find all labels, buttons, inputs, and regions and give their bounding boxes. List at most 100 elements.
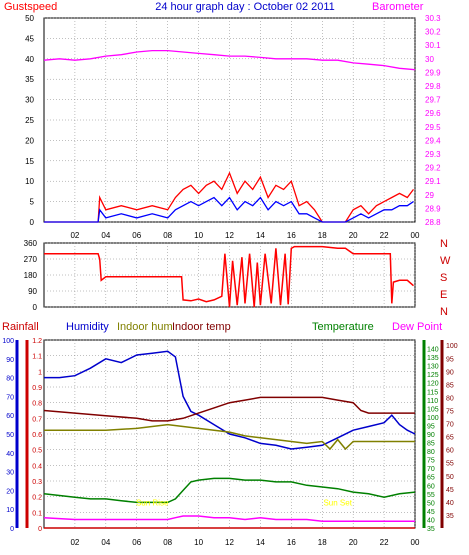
gust-tick-label: 30 (25, 96, 34, 105)
indoor-temp-tick-label: 40 (446, 500, 454, 507)
rain-tick-label: 0.3 (32, 479, 42, 486)
annotation-sun-set: Sun Set (323, 498, 352, 507)
x-tick-label: 04 (101, 231, 110, 240)
baro-tick-label: 29.4 (425, 136, 441, 145)
compass-label: S (440, 272, 447, 284)
humidity-tick-label: 20 (6, 488, 14, 495)
temperature-tick-label: 75 (427, 458, 435, 465)
gust-tick-label: 25 (25, 116, 34, 125)
indoor-temp-tick-label: 70 (446, 422, 454, 429)
legend-indoor-hum: Indoor hum (117, 321, 173, 333)
temperature-tick-label: 80 (427, 449, 435, 456)
series-wind-speed (44, 196, 414, 223)
x-tick-label: 10 (194, 231, 203, 240)
direction-tick-label: 0 (33, 303, 38, 312)
series-indoor-hum (44, 423, 415, 451)
legend-indoor-temp: Indoor temp (172, 321, 231, 333)
x-tick-label: 02 (70, 538, 79, 547)
rain-tick-label: 0.2 (32, 495, 42, 502)
rain-tick-label: 0.4 (32, 463, 42, 470)
temperature-tick-label: 65 (427, 475, 435, 482)
baro-tick-label: 29.6 (425, 109, 441, 118)
indoor-temp-tick-label: 75 (446, 409, 454, 416)
page-title: 24 hour graph day : October 02 2011 (155, 1, 335, 13)
rain-tick-label: 0.1 (32, 510, 42, 517)
rain-tick-label: 1.1 (32, 354, 42, 361)
humidity-tick-label: 30 (6, 470, 14, 477)
humidity-tick-label: 70 (6, 394, 14, 401)
rain-tick-label: 0.5 (32, 448, 42, 455)
direction-tick-label: 360 (24, 239, 38, 248)
x-tick-label: 20 (349, 538, 358, 547)
temperature-tick-label: 110 (427, 398, 438, 405)
indoor-temp-tick-label: 60 (446, 448, 454, 455)
x-tick-label: 12 (225, 231, 234, 240)
legend-rainfall: Rainfall (2, 321, 39, 333)
indoor-temp-tick-label: 80 (446, 395, 454, 402)
gust-tick-label: 15 (25, 157, 34, 166)
rain-tick-label: 0.8 (32, 401, 42, 408)
x-tick-label: 14 (256, 231, 265, 240)
rain-tick-label: 1 (38, 369, 42, 376)
baro-tick-label: 29.8 (425, 82, 441, 91)
x-tick-label: 22 (380, 231, 389, 240)
x-tick-label: 18 (318, 231, 327, 240)
rain-tick-label: 0.7 (32, 416, 42, 423)
baro-tick-label: 29.5 (425, 123, 441, 132)
indoor-temp-tick-label: 65 (446, 435, 454, 442)
temperature-tick-label: 60 (427, 483, 435, 490)
direction-tick-label: 270 (24, 255, 38, 264)
indoor-temp-tick-label: 90 (446, 369, 454, 376)
legend-temperature: Temperature (312, 321, 374, 333)
baro-tick-label: 29.7 (425, 96, 441, 105)
series-barometer (43, 49, 416, 71)
x-tick-label: 06 (132, 231, 141, 240)
baro-tick-label: 29.2 (425, 164, 441, 173)
gust-tick-label: 35 (25, 75, 34, 84)
x-tick-label: 20 (349, 231, 358, 240)
baro-tick-label: 29.3 (425, 150, 441, 159)
temperature-tick-label: 105 (427, 406, 439, 413)
temperature-tick-label: 90 (427, 432, 435, 439)
temperature-tick-label: 40 (427, 517, 435, 524)
x-tick-label: 18 (318, 538, 327, 547)
temperature-tick-label: 140 (427, 347, 439, 354)
direction-tick-label: 180 (24, 271, 38, 280)
gust-tick-label: 50 (25, 14, 34, 23)
indoor-temp-tick-label: 95 (446, 356, 454, 363)
gustspeed-axis-label: Gustspeed (4, 1, 57, 13)
rain-tick-label: 0 (38, 526, 42, 533)
indoor-temp-tick-label: 50 (446, 474, 454, 481)
legend-dew-point: Dew Point (392, 321, 442, 333)
humidity-tick-label: 10 (6, 507, 14, 514)
temperature-tick-label: 135 (427, 355, 439, 362)
x-tick-label: 06 (132, 538, 141, 547)
x-tick-label: 08 (163, 231, 172, 240)
x-tick-label: 16 (287, 231, 296, 240)
direction-tick-label: 90 (28, 287, 37, 296)
indoor-temp-tick-label: 45 (446, 487, 454, 494)
x-tick-label: 04 (101, 538, 110, 547)
temperature-tick-label: 55 (427, 492, 435, 499)
compass-label: E (440, 289, 447, 301)
x-tick-label: 00 (411, 538, 420, 547)
indoor-temp-tick-label: 100 (446, 343, 458, 350)
baro-tick-label: 28.8 (425, 218, 441, 227)
gust-tick-label: 40 (25, 55, 34, 64)
indoor-temp-tick-label: 35 (446, 513, 454, 520)
temperature-tick-label: 50 (427, 500, 435, 507)
baro-tick-label: 30.2 (425, 28, 441, 37)
baro-tick-label: 30 (425, 55, 434, 64)
series-dew-point (43, 515, 415, 522)
x-tick-label: 10 (194, 538, 203, 547)
temperature-tick-label: 125 (427, 372, 439, 379)
humidity-tick-label: 80 (6, 376, 14, 383)
humidity-tick-label: 0 (10, 526, 14, 533)
indoor-temp-tick-label: 85 (446, 382, 454, 389)
x-tick-label: 14 (256, 538, 265, 547)
compass-label: N (440, 238, 448, 250)
x-tick-label: 12 (225, 538, 234, 547)
baro-tick-label: 29.9 (425, 68, 441, 77)
temperature-tick-label: 130 (427, 364, 439, 371)
